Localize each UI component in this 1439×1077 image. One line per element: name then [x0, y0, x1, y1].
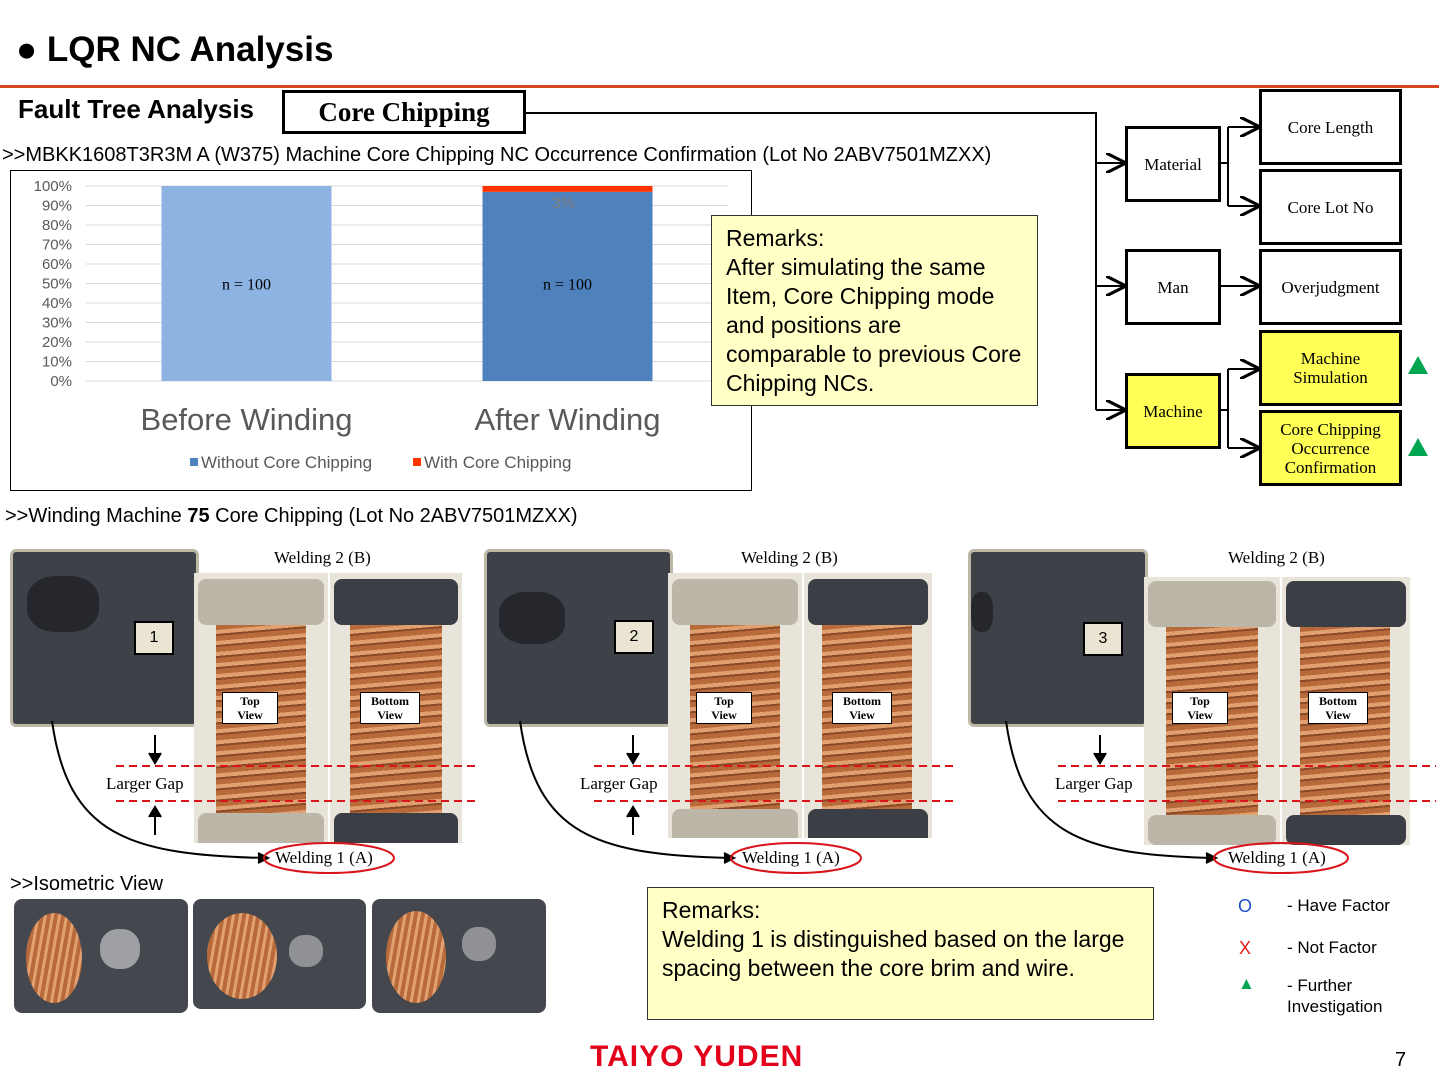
top-view-tag: Top View: [1172, 692, 1228, 724]
welding-1-label: Welding 1 (A): [1228, 848, 1326, 867]
bottom-view-tag: Bottom View: [360, 692, 420, 724]
isometric-photo-1: [14, 899, 188, 1013]
fta-leaf-overjudgment: Overjudgment: [1259, 249, 1402, 325]
further-investigation-marker-2: [1408, 438, 1428, 456]
sample-panel-3: 3 Welding 2 (B) Top View Bottom View Lar…: [966, 545, 1439, 875]
chipped-core-photo: [968, 549, 1148, 727]
y-tick-label: 70%: [42, 237, 72, 254]
remarks-welding: Remarks: Welding 1 is distinguished base…: [647, 887, 1154, 1020]
remarks-simulation: Remarks: After simulating the same Item,…: [711, 215, 1038, 406]
factor-legend: O - Have Factor X - Not Factor ▲ - Furth…: [1230, 892, 1430, 1022]
welding-2-label: Welding 2 (B): [1228, 548, 1325, 567]
fta-label: Fault Tree Analysis: [18, 94, 255, 124]
larger-gap-label: Larger Gap: [1055, 774, 1133, 793]
welding-2-label: Welding 2 (B): [274, 548, 371, 567]
gap-annotation: [51, 720, 480, 874]
isometric-heading: >>Isometric View: [10, 873, 164, 895]
further-investigation-marker-1: [1408, 356, 1428, 374]
x-category-label: After Winding: [474, 402, 660, 437]
remarks-simulation-body: After simulating the same Item, Core Chi…: [726, 254, 1022, 396]
legend-have-factor-label: - Have Factor: [1287, 896, 1390, 915]
bar-data-label: n = 100: [543, 277, 592, 294]
y-tick-label: 80%: [42, 217, 72, 234]
sample-number-1: 1: [134, 621, 174, 655]
y-tick-label: 10%: [42, 354, 72, 371]
legend-swatch: [413, 458, 421, 466]
legend-have-factor-symbol: O: [1238, 896, 1253, 916]
y-tick-label: 90%: [42, 198, 72, 215]
x-category-label: Before Winding: [141, 402, 353, 437]
y-tick-label: 30%: [42, 315, 72, 332]
top-view-tag: Top View: [696, 692, 752, 724]
fta-root-core-chipping: Core Chipping: [282, 90, 526, 134]
remarks-simulation-title: Remarks:: [726, 225, 825, 251]
legend-not-factor-symbol: X: [1239, 938, 1252, 958]
bottom-view-tag: Bottom View: [1308, 692, 1368, 724]
bar-without-chipping: [161, 186, 332, 381]
header-divider: [0, 85, 1439, 88]
welding-2-label: Welding 2 (B): [741, 548, 838, 567]
fta-category-man: Man: [1125, 249, 1221, 325]
fta-connectors: [526, 112, 1439, 520]
legend-label: With Core Chipping: [424, 453, 571, 472]
larger-gap-label: Larger Gap: [580, 774, 658, 793]
page-number: 7: [1395, 1049, 1407, 1071]
y-tick-label: 20%: [42, 334, 72, 351]
bar-with-chipping: [482, 186, 653, 192]
fta-leaf-core-lot-no: Core Lot No: [1259, 169, 1402, 245]
page-title: ● LQR NC Analysis: [16, 30, 334, 69]
bar-without-chipping: [482, 191, 653, 381]
chart-section-heading: >>MBKK1608T3R3M A (W375) Machine Core Ch…: [2, 144, 992, 166]
welding-1-label: Welding 1 (A): [275, 848, 373, 867]
legend-not-factor-label: - Not Factor: [1287, 938, 1377, 957]
legend-further-investigation-symbol: ▲: [1238, 974, 1255, 993]
y-tick-label: 50%: [42, 276, 72, 293]
remarks-welding-body: Welding 1 is distinguished based on the …: [662, 926, 1125, 981]
isometric-photo-2: [193, 899, 366, 1009]
isometric-photo-3: [372, 899, 546, 1013]
bottom-view-tag: Bottom View: [832, 692, 892, 724]
y-tick-label: 100%: [34, 178, 72, 195]
y-tick-label: 60%: [42, 256, 72, 273]
fta-leaf-core-length: Core Length: [1259, 89, 1402, 165]
welding-1-label: Welding 1 (A): [742, 848, 840, 867]
legend-label: Without Core Chipping: [201, 453, 372, 472]
fta-category-material: Material: [1125, 126, 1221, 202]
y-tick-label: 40%: [42, 295, 72, 312]
sample-number-3: 3: [1083, 622, 1123, 656]
larger-gap-label: Larger Gap: [106, 774, 184, 793]
brand-logo: TAIYO YUDEN: [590, 1040, 804, 1073]
gap-annotation: [519, 720, 954, 874]
bar-data-label: n = 100: [222, 277, 271, 294]
remarks-welding-title: Remarks:: [662, 897, 761, 923]
fta-leaf-machine-simulation: Machine Simulation: [1259, 330, 1402, 406]
sample-number-2: 2: [614, 620, 654, 654]
gap-annotation: [1005, 720, 1436, 874]
chipping-percent-label: 3%: [552, 195, 575, 212]
fta-category-machine: Machine: [1125, 373, 1221, 449]
top-view-tag: Top View: [222, 692, 278, 724]
sample-panel-1: 1 Welding 2 (B) Top View Bottom View Lar…: [8, 545, 483, 875]
winding-section-heading: >>Winding Machine 75 Core Chipping (Lot …: [5, 505, 578, 527]
stacked-bar-chart: 100% 90% 80% 70% 60% 50% 40% 30% 20% 10% 0% n = 100…: [34, 178, 728, 472]
fta-leaf-core-chipping-confirmation: Core Chipping Occurrence Confirmation: [1259, 410, 1402, 486]
sample-panel-2: 2 Welding 2 (B) Top View Bottom View Lar…: [482, 545, 957, 875]
y-tick-label: 0%: [50, 373, 72, 390]
legend-swatch: [190, 458, 198, 466]
legend-further-investigation-label: - Further Investigation: [1287, 976, 1383, 1016]
